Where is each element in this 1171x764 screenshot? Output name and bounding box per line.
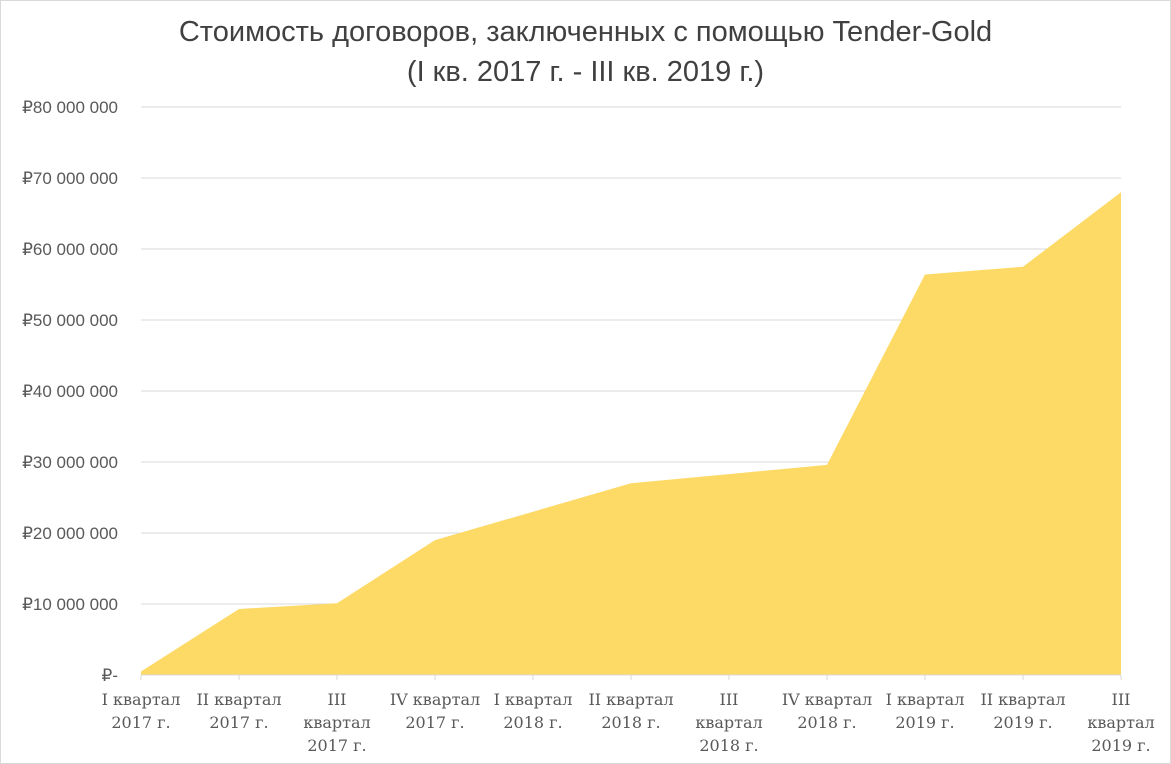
chart-title-block: Стоимость договоров, заключенных с помощ… [0,12,1171,92]
x-tick-label: II квартал 2019 г. [980,690,1065,732]
x-tick-label: I квартал 2019 г. [886,690,965,732]
chart-subtitle: (I кв. 2017 г. - III кв. 2019 г.) [406,56,765,88]
y-tick-label: ₽10 000 000 [22,595,118,614]
x-tick-label: III квартал 2018 г. [695,690,762,755]
y-tick-label: ₽80 000 000 [22,98,118,117]
x-tick-label: II квартал 2017 г. [196,690,281,732]
y-tick-label: ₽40 000 000 [22,382,118,401]
x-tick-label: I квартал 2018 г. [494,690,573,732]
data-area [141,192,1121,675]
y-tick-label: ₽30 000 000 [22,453,118,472]
x-tick-label: IV квартал 2017 г. [390,690,480,732]
x-tick-label: IV квартал 2018 г. [782,690,872,732]
x-tick-label: III квартал 2019 г. [1087,690,1154,755]
x-tick-label: III квартал 2017 г. [303,690,370,755]
y-tick-label: ₽50 000 000 [22,311,118,330]
x-tick-label: II квартал 2018 г. [588,690,673,732]
y-tick-label: ₽20 000 000 [22,524,118,543]
y-tick-label: ₽- [102,666,118,685]
y-axis-labels: ₽- ₽10 000 000 ₽20 000 000 ₽30 000 000 ₽40 0… [22,98,118,685]
y-tick-label: ₽60 000 000 [22,240,118,259]
area-series [141,192,1121,675]
x-tick-label: I квартал 2017 г. [102,690,181,732]
x-axis-labels: I квартал 2017 г. II квартал 2017 г. III квар… [102,690,1155,755]
axes [140,674,1122,680]
y-tick-label: ₽70 000 000 [22,169,118,188]
chart-title: Стоимость договоров, заключенных с помощ… [178,16,993,48]
